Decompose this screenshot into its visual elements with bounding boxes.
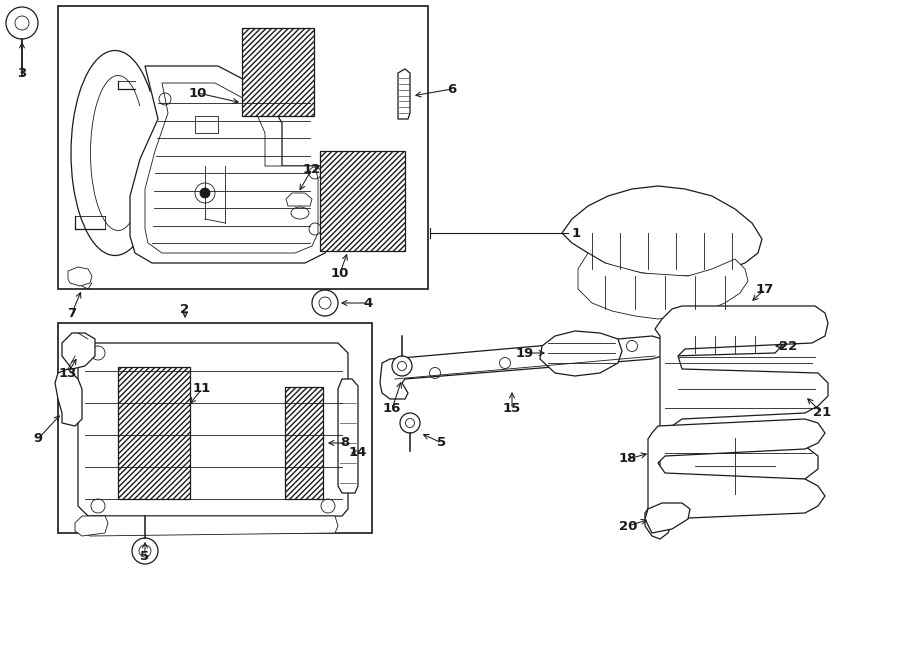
Polygon shape: [398, 69, 410, 119]
Circle shape: [312, 290, 338, 316]
Polygon shape: [380, 336, 665, 399]
Text: 20: 20: [619, 520, 637, 533]
Polygon shape: [662, 333, 782, 356]
Text: 16: 16: [382, 403, 401, 416]
Ellipse shape: [291, 207, 309, 219]
Polygon shape: [75, 516, 108, 536]
Polygon shape: [320, 151, 405, 251]
Text: 21: 21: [813, 407, 831, 420]
Polygon shape: [338, 379, 358, 493]
Text: 19: 19: [516, 346, 534, 360]
Polygon shape: [285, 387, 323, 499]
Text: 11: 11: [193, 383, 212, 395]
Polygon shape: [145, 83, 318, 253]
Text: 8: 8: [340, 436, 349, 449]
Polygon shape: [562, 186, 762, 276]
Text: 4: 4: [364, 297, 373, 309]
Text: 2: 2: [180, 303, 190, 315]
Polygon shape: [130, 66, 332, 263]
Circle shape: [200, 188, 210, 198]
Text: 13: 13: [58, 366, 77, 379]
Polygon shape: [78, 516, 338, 536]
Polygon shape: [62, 333, 95, 369]
Circle shape: [392, 356, 412, 376]
Text: 3: 3: [17, 67, 27, 79]
Bar: [58, 6, 428, 289]
Polygon shape: [540, 331, 622, 376]
Polygon shape: [286, 193, 312, 206]
Polygon shape: [78, 343, 348, 516]
Text: 10: 10: [189, 87, 207, 100]
Polygon shape: [195, 116, 218, 133]
Polygon shape: [645, 306, 828, 539]
Polygon shape: [578, 253, 748, 319]
Polygon shape: [242, 28, 314, 116]
Polygon shape: [648, 419, 825, 523]
Text: 17: 17: [756, 282, 774, 295]
Text: 15: 15: [503, 403, 521, 416]
Text: 9: 9: [33, 432, 42, 446]
Text: 5: 5: [140, 549, 149, 563]
Bar: [58, 323, 372, 533]
Text: 12: 12: [303, 163, 321, 176]
Text: 6: 6: [447, 83, 456, 95]
Text: 18: 18: [619, 453, 637, 465]
Polygon shape: [55, 369, 82, 426]
Text: 10: 10: [331, 266, 349, 280]
Circle shape: [132, 538, 158, 564]
Circle shape: [6, 7, 38, 39]
Circle shape: [195, 183, 215, 203]
Polygon shape: [68, 267, 92, 286]
Polygon shape: [118, 367, 190, 499]
Text: 1: 1: [572, 227, 581, 239]
Polygon shape: [645, 503, 690, 533]
Text: 22: 22: [778, 340, 797, 352]
Text: 14: 14: [349, 446, 367, 459]
Text: 5: 5: [437, 436, 446, 449]
Circle shape: [400, 413, 420, 433]
Text: 7: 7: [68, 307, 76, 319]
